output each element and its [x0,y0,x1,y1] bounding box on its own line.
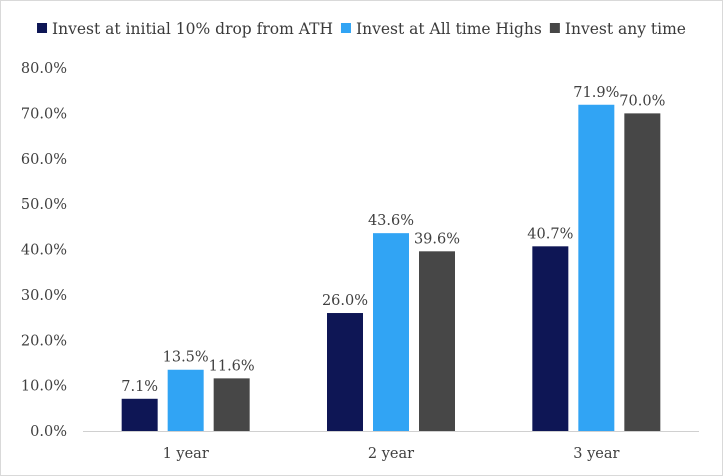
legend-item: Invest at All time Highs [340,20,542,38]
y-tick-label: 60.0% [21,152,67,168]
data-labels: 7.1% 13.5%11.6% 26.0% 43.6%39.6% 40.7% 71.9%7… [121,85,665,395]
bar [121,398,158,431]
y-tick-label: 20.0% [21,333,67,349]
data-label: 26.0% [322,293,368,309]
x-axis: 1 year 2 year 3 year [83,431,699,462]
y-tick-label: 40.0% [21,243,67,259]
data-label: 43.6% [368,213,414,229]
y-tick-label: 0.0% [30,424,67,440]
bar [213,378,250,431]
bar [327,313,363,431]
legend-label: Invest at initial 10% drop from ATH [52,20,333,38]
data-label: 40.7% [527,226,573,242]
data-label: 7.1% [121,379,158,395]
data-label: 71.9% [573,85,619,101]
bar [624,113,661,431]
y-tick-label: 70.0% [21,106,67,122]
bar [532,246,569,431]
y-tick-label: 80.0% [21,61,67,77]
y-tick-label: 10.0% [21,379,67,395]
bar [373,233,409,431]
x-tick-label: 3 year [573,446,619,462]
bar [578,104,615,431]
x-tick-label: 2 year [368,446,414,462]
legend-item: Invest any time [549,20,686,38]
bar [419,251,455,431]
data-label: 39.6% [414,231,460,247]
legend-item: Invest at initial 10% drop from ATH [37,20,333,38]
bar [167,369,204,431]
y-tick-label: 30.0% [21,288,67,304]
legend-swatch [37,23,48,33]
legend-label: Invest any time [565,20,686,38]
y-axis: 0.0% 10.0% 20.0% 30.0% 40.0% 50.0% 60.0% 70.0% 8… [21,61,67,440]
data-label: 13.5% [163,350,209,366]
legend: Invest at initial 10% drop from ATH Inves… [37,20,686,38]
y-tick-label: 50.0% [21,197,67,213]
x-tick-label: 1 year [163,446,209,462]
data-label: 70.0% [619,93,665,109]
legend-label: Invest at All time Highs [356,20,542,38]
data-label: 11.6% [209,358,255,374]
legend-swatch [549,23,560,33]
legend-swatch [340,23,351,33]
bars [121,104,661,431]
